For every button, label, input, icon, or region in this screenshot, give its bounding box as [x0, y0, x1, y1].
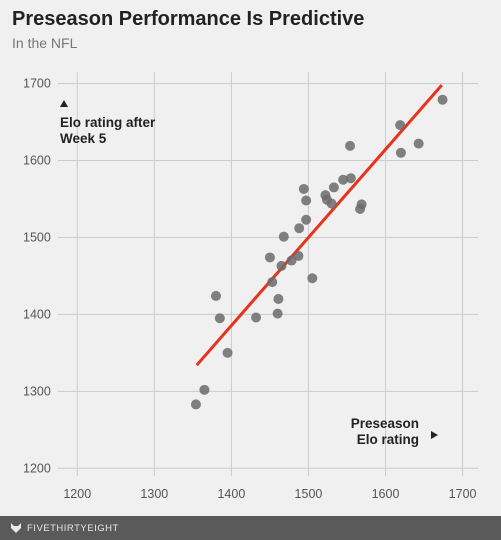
- chart-subtitle: In the NFL: [12, 35, 78, 51]
- y-tick-label: 1400: [23, 307, 51, 321]
- x-tick-label: 1300: [140, 487, 168, 501]
- y-tick-label: 1600: [23, 153, 51, 167]
- data-point: [356, 199, 367, 210]
- trend-line-group: [195, 84, 443, 367]
- data-point: [413, 138, 424, 149]
- x-tick-label: 1200: [63, 487, 91, 501]
- x-tick-label: 1700: [449, 487, 477, 501]
- data-point: [276, 260, 287, 271]
- fivethirtyeight-fox-icon: [10, 522, 22, 534]
- data-point: [326, 198, 337, 209]
- data-point: [267, 277, 278, 288]
- y-axis-label-line-2: Week 5: [60, 131, 107, 146]
- x-tick-label: 1600: [372, 487, 400, 501]
- data-point: [301, 214, 312, 225]
- data-point: [395, 147, 406, 158]
- x-axis-label-line-1: Preseason: [351, 416, 419, 431]
- data-point: [395, 120, 406, 131]
- data-points: [190, 94, 448, 410]
- scatter-chart: 1200 1300 1400 1500 1600 1700 1200 1300 1400 150…: [23, 72, 478, 501]
- data-point: [222, 347, 233, 358]
- x-tick-label: 1400: [217, 487, 245, 501]
- x-axis-arrow-icon: [431, 431, 438, 439]
- data-point: [328, 182, 339, 193]
- data-point: [437, 94, 448, 105]
- data-point: [307, 273, 318, 284]
- y-tick-label: 1700: [23, 77, 51, 91]
- data-point: [264, 252, 275, 263]
- y-tick-labels: 1200 1300 1400 1500 1600 1700: [23, 77, 51, 476]
- data-point: [272, 308, 283, 319]
- x-tick-label: 1500: [295, 487, 323, 501]
- trend-line: [195, 84, 443, 367]
- data-point: [345, 140, 356, 151]
- data-point: [293, 250, 304, 261]
- data-point: [199, 384, 210, 395]
- data-point: [190, 399, 201, 410]
- y-tick-label: 1200: [23, 461, 51, 475]
- x-tick-labels: 1200 1300 1400 1500 1600 1700: [63, 487, 476, 501]
- data-point: [214, 313, 225, 324]
- x-axis-label-line-2: Elo rating: [357, 432, 419, 447]
- data-point: [251, 312, 262, 323]
- y-axis-label-line-1: Elo rating after: [60, 115, 156, 130]
- y-axis-arrow-icon: [60, 100, 68, 107]
- chart-title: Preseason Performance Is Predictive: [12, 8, 365, 30]
- data-point: [294, 223, 305, 234]
- data-point: [298, 183, 309, 194]
- data-point: [345, 173, 356, 184]
- annotations: Elo rating after Week 5 Preseason Elo ra…: [60, 100, 438, 447]
- data-point: [273, 294, 284, 305]
- footer-bar: FIVETHIRTYEIGHT: [0, 516, 501, 540]
- data-point: [338, 174, 349, 185]
- data-point: [301, 195, 312, 206]
- data-point: [210, 290, 221, 301]
- data-point: [278, 231, 289, 242]
- footer-brand: FIVETHIRTYEIGHT: [27, 522, 119, 534]
- grid: [58, 72, 478, 476]
- y-tick-label: 1500: [23, 230, 51, 244]
- y-tick-label: 1300: [23, 384, 51, 398]
